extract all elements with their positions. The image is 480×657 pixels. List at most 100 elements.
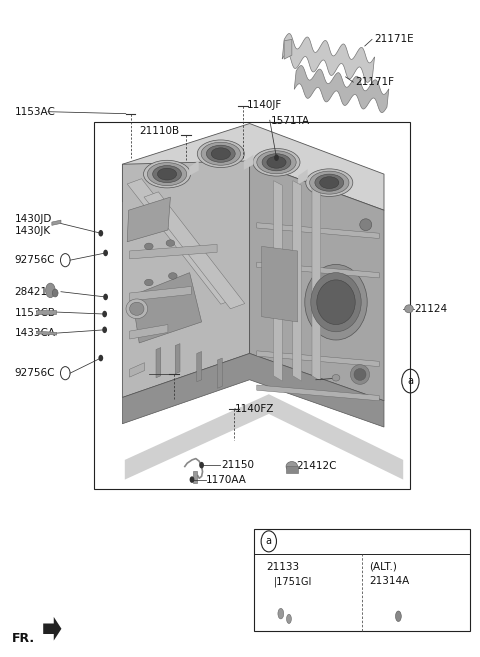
Polygon shape <box>43 617 61 641</box>
Ellipse shape <box>253 148 300 176</box>
Circle shape <box>102 327 107 333</box>
Ellipse shape <box>267 156 286 168</box>
Polygon shape <box>122 124 384 210</box>
Polygon shape <box>130 286 192 301</box>
Text: 1140JF: 1140JF <box>149 369 184 380</box>
Circle shape <box>274 154 279 161</box>
Ellipse shape <box>52 289 58 297</box>
Bar <box>254 529 470 631</box>
Polygon shape <box>130 244 217 259</box>
Ellipse shape <box>354 369 366 380</box>
Text: 21133: 21133 <box>266 562 300 572</box>
Ellipse shape <box>144 279 153 286</box>
Polygon shape <box>274 181 282 381</box>
Polygon shape <box>298 169 308 185</box>
Ellipse shape <box>278 608 284 619</box>
Ellipse shape <box>287 614 291 623</box>
Text: 21110B: 21110B <box>139 126 180 137</box>
Text: 1430JD: 1430JD <box>14 214 52 224</box>
Text: a: a <box>266 536 272 547</box>
Ellipse shape <box>257 151 296 174</box>
Circle shape <box>190 476 194 483</box>
Ellipse shape <box>305 265 367 340</box>
Text: 92756C: 92756C <box>14 255 55 265</box>
Circle shape <box>102 311 107 317</box>
Text: FR.: FR. <box>12 632 35 645</box>
Text: 1433CA: 1433CA <box>14 328 55 338</box>
Text: 1153CB: 1153CB <box>14 307 55 318</box>
Ellipse shape <box>168 273 177 279</box>
Ellipse shape <box>153 166 181 183</box>
Polygon shape <box>125 394 403 480</box>
Circle shape <box>98 230 103 237</box>
Polygon shape <box>132 273 202 343</box>
Text: a: a <box>408 376 413 386</box>
Text: 28421C: 28421C <box>14 286 55 297</box>
Ellipse shape <box>197 140 244 168</box>
Polygon shape <box>156 348 161 378</box>
Ellipse shape <box>46 283 55 298</box>
Text: 92756C: 92756C <box>14 368 55 378</box>
Text: 1140JF: 1140JF <box>247 100 282 110</box>
Polygon shape <box>36 310 56 314</box>
Ellipse shape <box>320 177 339 189</box>
Ellipse shape <box>206 145 235 162</box>
Ellipse shape <box>306 169 353 196</box>
Ellipse shape <box>126 299 148 319</box>
Ellipse shape <box>350 365 370 384</box>
Circle shape <box>199 462 204 468</box>
Ellipse shape <box>166 240 175 246</box>
Polygon shape <box>122 353 384 427</box>
Polygon shape <box>257 223 379 238</box>
Ellipse shape <box>332 374 340 381</box>
Polygon shape <box>130 325 168 339</box>
Text: 1140FZ: 1140FZ <box>235 403 275 414</box>
Ellipse shape <box>396 611 401 622</box>
Polygon shape <box>144 192 245 309</box>
Polygon shape <box>175 344 180 374</box>
Ellipse shape <box>360 219 372 231</box>
Polygon shape <box>250 161 384 401</box>
Polygon shape <box>122 161 250 397</box>
Text: 21171F: 21171F <box>355 77 394 87</box>
Text: (ALT.): (ALT.) <box>370 562 397 572</box>
Text: 1170AA: 1170AA <box>205 474 246 485</box>
Polygon shape <box>312 181 321 381</box>
Ellipse shape <box>405 305 413 313</box>
Text: 21314A: 21314A <box>370 576 410 587</box>
Text: 21124: 21124 <box>414 304 447 314</box>
Polygon shape <box>286 466 298 473</box>
Ellipse shape <box>130 302 144 315</box>
Circle shape <box>103 294 108 300</box>
Ellipse shape <box>262 154 291 171</box>
Polygon shape <box>36 331 57 335</box>
Text: 1430JK: 1430JK <box>14 225 50 236</box>
Text: 21171E: 21171E <box>374 34 414 45</box>
Ellipse shape <box>144 160 191 188</box>
Bar <box>94 122 410 489</box>
Polygon shape <box>127 197 170 242</box>
Polygon shape <box>217 358 222 388</box>
Ellipse shape <box>201 143 240 166</box>
Circle shape <box>103 250 108 256</box>
Text: 21412C: 21412C <box>297 461 337 472</box>
Ellipse shape <box>157 168 177 180</box>
Polygon shape <box>130 363 144 377</box>
Text: |1751GI: |1751GI <box>274 576 312 587</box>
Ellipse shape <box>211 148 230 160</box>
Ellipse shape <box>147 163 187 186</box>
Ellipse shape <box>317 280 355 325</box>
Circle shape <box>98 355 103 361</box>
Polygon shape <box>262 246 298 322</box>
Polygon shape <box>52 220 61 225</box>
Ellipse shape <box>286 462 298 472</box>
Polygon shape <box>293 181 301 381</box>
Polygon shape <box>284 39 292 59</box>
Text: 21150: 21150 <box>221 460 254 470</box>
Polygon shape <box>244 154 253 170</box>
Text: 1571TA: 1571TA <box>271 116 311 126</box>
Polygon shape <box>127 179 235 304</box>
Polygon shape <box>189 161 199 176</box>
Polygon shape <box>197 351 202 382</box>
Ellipse shape <box>315 174 344 191</box>
